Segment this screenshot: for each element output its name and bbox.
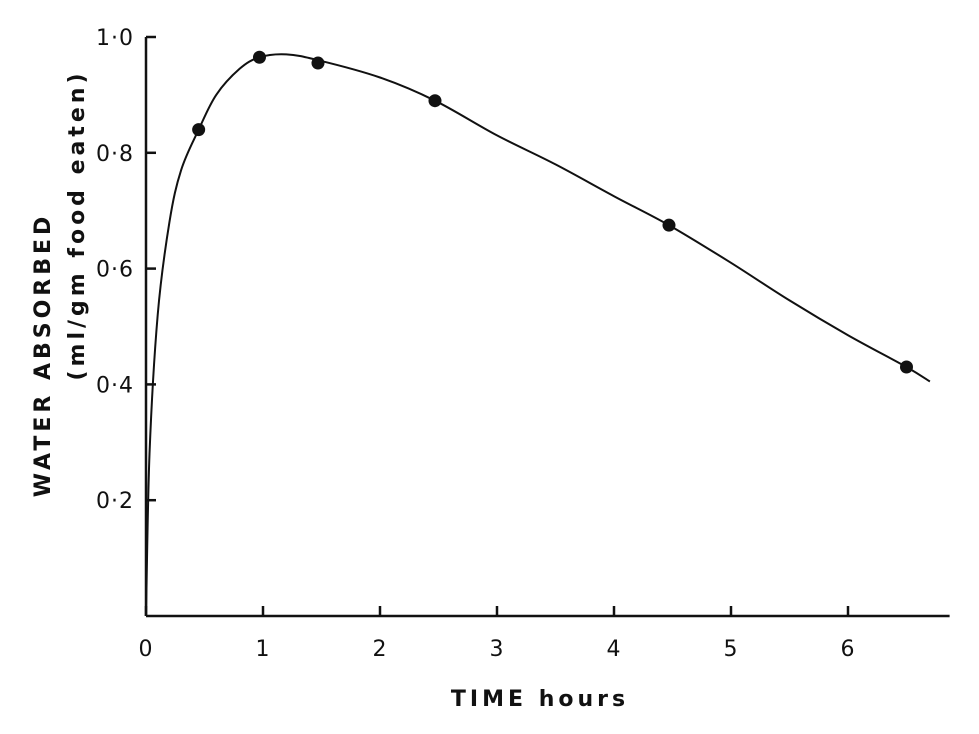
y-tick-label: 0·2 <box>96 489 134 514</box>
y-axis-title: WATER ABSORBED <box>31 213 56 498</box>
data-point <box>311 56 325 70</box>
y-tick-label: 0·4 <box>96 373 134 398</box>
x-tick-label: 5 <box>724 637 739 662</box>
x-tick-label: 4 <box>607 637 622 662</box>
x-tick-label: 0 <box>139 637 154 662</box>
data-point <box>252 50 266 64</box>
x-ticks: 0 1 2 3 4 5 6 <box>139 606 856 662</box>
data-point <box>428 94 442 108</box>
y-ticks: 0·2 0·4 0·6 0·8 1·0 <box>96 26 156 514</box>
data-point <box>662 218 676 232</box>
x-tick-label: 1 <box>256 637 271 662</box>
x-tick-label: 2 <box>373 637 388 662</box>
data-points <box>192 50 913 374</box>
x-tick-label: 3 <box>490 637 505 662</box>
series-curve <box>145 53 931 617</box>
x-axis-title: TIME hours <box>451 687 629 712</box>
y-tick-label: 0·6 <box>96 258 134 283</box>
data-point <box>900 360 913 374</box>
y-axis-subtitle: (ml/gm food eaten) <box>65 69 90 380</box>
y-tick-label: 1·0 <box>96 26 134 51</box>
axes <box>144 37 950 618</box>
x-tick-label: 6 <box>841 637 856 662</box>
y-tick-label: 0·8 <box>96 142 134 167</box>
data-point <box>192 123 206 137</box>
